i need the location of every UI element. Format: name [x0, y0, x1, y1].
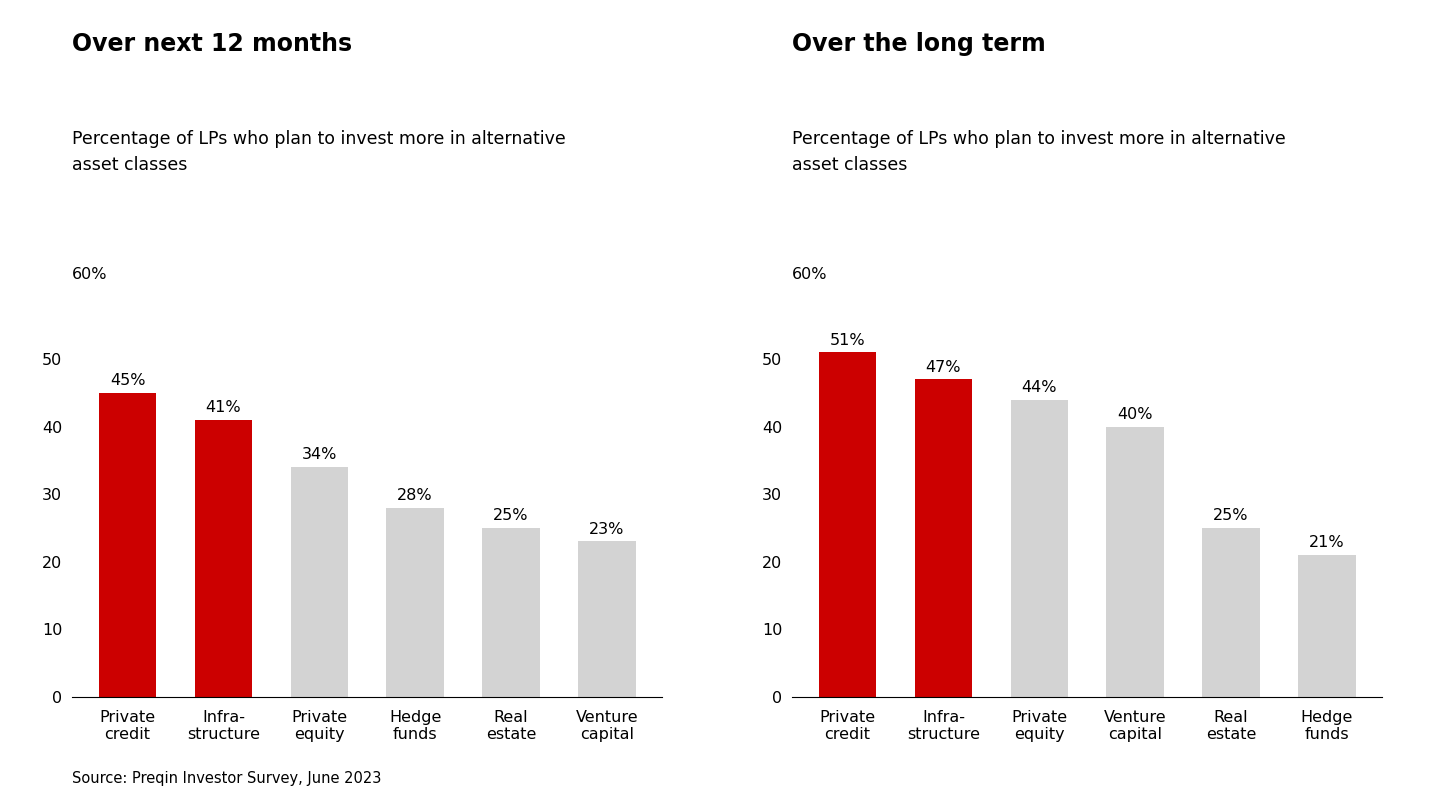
Text: Over the long term: Over the long term — [792, 32, 1045, 57]
Text: 28%: 28% — [397, 488, 433, 503]
Text: Over next 12 months: Over next 12 months — [72, 32, 353, 57]
Bar — [482, 528, 540, 697]
Bar — [194, 420, 252, 697]
Text: 45%: 45% — [109, 373, 145, 388]
Text: 23%: 23% — [589, 522, 625, 537]
Bar — [819, 352, 877, 697]
Bar — [1202, 528, 1260, 697]
Text: 40%: 40% — [1117, 407, 1153, 422]
Text: 34%: 34% — [301, 447, 337, 463]
Bar — [914, 379, 972, 697]
Text: 51%: 51% — [829, 333, 865, 347]
Bar — [1011, 399, 1068, 697]
Text: 44%: 44% — [1021, 380, 1057, 395]
Bar — [99, 393, 157, 697]
Bar — [1297, 555, 1355, 697]
Text: 60%: 60% — [72, 267, 108, 283]
Text: Percentage of LPs who plan to invest more in alternative
asset classes: Percentage of LPs who plan to invest mor… — [792, 130, 1286, 174]
Bar — [291, 467, 348, 697]
Text: 60%: 60% — [792, 267, 828, 283]
Bar — [1106, 427, 1164, 697]
Text: 41%: 41% — [206, 400, 242, 415]
Bar — [386, 508, 444, 697]
Text: 47%: 47% — [926, 360, 960, 374]
Text: 25%: 25% — [494, 508, 528, 523]
Text: Percentage of LPs who plan to invest more in alternative
asset classes: Percentage of LPs who plan to invest mor… — [72, 130, 566, 174]
Text: Source: Preqin Investor Survey, June 2023: Source: Preqin Investor Survey, June 202… — [72, 770, 382, 786]
Bar — [577, 541, 635, 697]
Text: 21%: 21% — [1309, 535, 1345, 550]
Text: 25%: 25% — [1214, 508, 1248, 523]
